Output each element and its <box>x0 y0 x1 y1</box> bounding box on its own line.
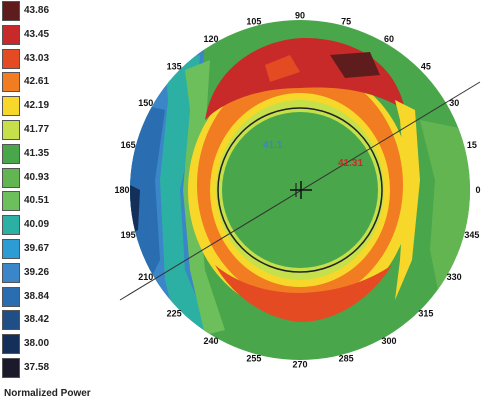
angle-label-300: 300 <box>381 336 396 346</box>
scale-swatch-7 <box>2 167 20 188</box>
optical-zone-ring <box>217 107 383 273</box>
scale-value-4: 42.19 <box>24 100 50 112</box>
scale-swatch-8 <box>2 191 20 212</box>
scale-swatch-3 <box>2 72 20 93</box>
angle-label-150: 150 <box>138 98 153 108</box>
angle-label-255: 255 <box>246 354 261 364</box>
scale-value-1: 43.45 <box>24 28 50 40</box>
map-edge-mask <box>118 0 500 375</box>
angle-label-60: 60 <box>384 34 394 44</box>
flat-k-readout: 41.1 <box>263 140 283 151</box>
scale-value-12: 38.84 <box>24 290 50 302</box>
angle-label-165: 165 <box>121 140 136 150</box>
angle-label-15: 15 <box>467 140 477 150</box>
scale-swatch-15 <box>2 358 20 378</box>
scale-value-10: 39.67 <box>24 243 50 254</box>
steep-axis-line <box>119 81 481 301</box>
topography-color-bands <box>130 20 470 360</box>
angle-label-0: 0 <box>475 185 480 195</box>
angle-label-120: 120 <box>203 34 218 44</box>
scale-value-7: 40.93 <box>24 171 50 183</box>
angle-label-285: 285 <box>339 354 354 364</box>
scale-swatch-11 <box>2 262 20 283</box>
scale-value-15: 37.58 <box>24 362 50 373</box>
scale-swatch-5 <box>2 120 20 140</box>
angle-label-345: 345 <box>464 230 479 240</box>
angle-label-210: 210 <box>138 272 153 282</box>
scale-swatch-6 <box>2 143 20 164</box>
angle-label-195: 195 <box>121 230 136 240</box>
scale-value-3: 42.61 <box>24 76 50 88</box>
angle-labels: 9010512013515016518019521022524025527028… <box>114 11 480 370</box>
scale-value-5: 41.77 <box>24 124 50 135</box>
scale-swatch-9 <box>2 215 20 236</box>
scale-swatch-14 <box>2 334 20 355</box>
angle-label-30: 30 <box>449 98 459 108</box>
scale-swatch-10 <box>2 239 20 259</box>
scale-swatch-4 <box>2 96 20 117</box>
scale-value-8: 40.51 <box>24 195 50 207</box>
angle-label-135: 135 <box>167 62 182 72</box>
scale-swatch-13 <box>2 310 20 331</box>
scale-swatch-0 <box>2 1 20 21</box>
angle-label-225: 225 <box>167 308 182 318</box>
scale-swatch-1 <box>2 24 20 45</box>
scale-value-14: 38.00 <box>24 338 50 350</box>
angle-label-75: 75 <box>341 17 351 27</box>
angle-label-330: 330 <box>447 272 462 282</box>
color-scale-legend: 43.86 43.45 43.03 42.61 42.19 41.77 41.35 40.93… <box>0 0 91 405</box>
angle-label-105: 105 <box>246 17 261 27</box>
scale-value-6: 41.35 <box>24 147 50 159</box>
scale-value-9: 40.09 <box>24 219 50 231</box>
angle-label-240: 240 <box>203 336 218 346</box>
scale-value-13: 38.42 <box>24 314 50 326</box>
scale-swatch-2 <box>2 48 20 69</box>
scale-swatch-12 <box>2 286 20 307</box>
angle-label-315: 315 <box>418 308 433 318</box>
angle-label-180: 180 <box>114 185 129 195</box>
angle-label-45: 45 <box>421 62 431 72</box>
scale-value-11: 39.26 <box>24 266 50 278</box>
scale-value-0: 43.86 <box>24 5 50 16</box>
steep-k-readout: 41.31 <box>338 158 363 169</box>
angle-label-270: 270 <box>292 359 307 369</box>
scale-title: Normalized Power <box>4 388 91 399</box>
scale-value-2: 43.03 <box>24 52 50 64</box>
angle-label-90: 90 <box>295 11 305 21</box>
